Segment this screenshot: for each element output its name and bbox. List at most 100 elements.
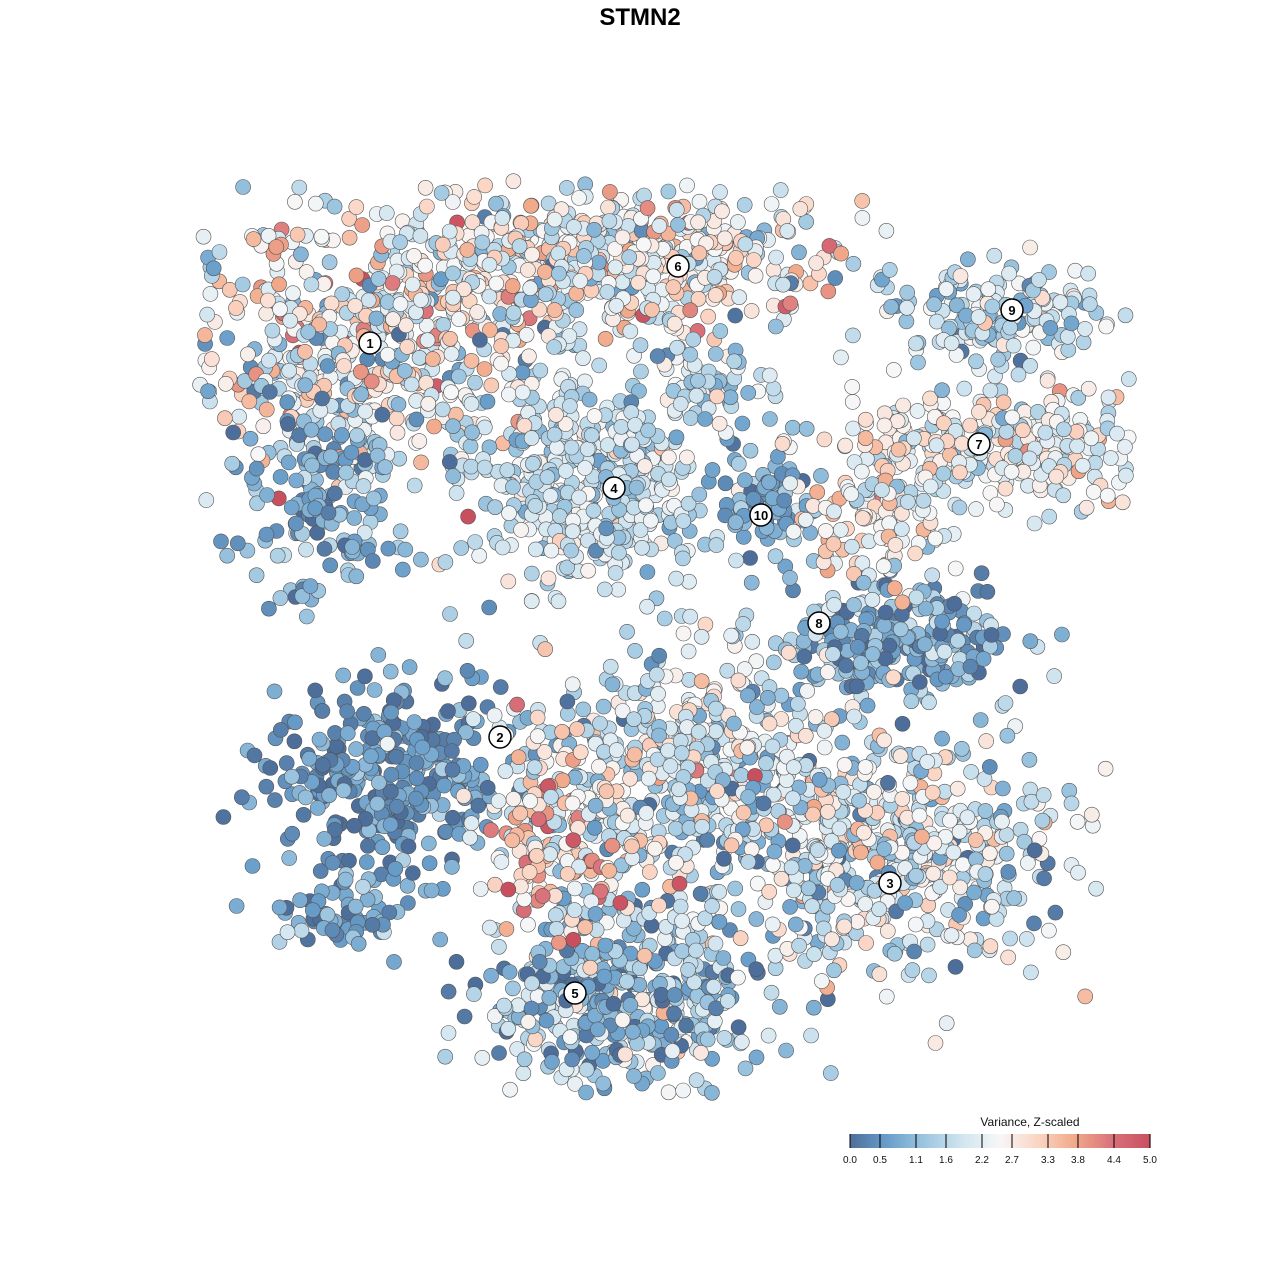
data-point — [408, 411, 425, 428]
data-point — [970, 309, 987, 325]
data-point — [565, 931, 582, 948]
data-point — [363, 748, 379, 765]
data-point — [660, 183, 677, 200]
data-point — [875, 558, 892, 575]
data-point — [917, 600, 934, 617]
colorbar-segment — [1070, 1134, 1074, 1148]
data-point — [663, 1027, 680, 1043]
data-point — [566, 880, 583, 897]
data-point — [445, 265, 461, 282]
colorbar-segment — [1137, 1134, 1141, 1148]
data-point — [358, 854, 375, 870]
data-point — [445, 468, 461, 484]
data-point — [384, 275, 401, 291]
data-point — [426, 418, 442, 435]
data-point — [946, 595, 963, 612]
data-point — [356, 524, 373, 541]
data-point — [691, 193, 708, 210]
data-point — [288, 515, 304, 532]
data-point — [836, 757, 853, 773]
data-point — [1003, 463, 1020, 480]
data-point — [668, 429, 685, 446]
cluster-label-text: 2 — [496, 730, 503, 745]
data-point — [854, 193, 871, 209]
data-point — [592, 883, 609, 900]
data-point — [314, 757, 331, 773]
data-point — [731, 289, 748, 306]
data-point — [682, 608, 699, 625]
colorbar-segment — [1067, 1134, 1071, 1148]
cluster-label-text: 5 — [571, 986, 578, 1001]
data-point — [634, 539, 650, 556]
data-point — [807, 709, 824, 725]
data-point — [581, 391, 598, 408]
data-point — [779, 223, 796, 239]
data-point — [670, 781, 687, 798]
data-point — [374, 406, 391, 423]
colorbar-segment — [1052, 1134, 1056, 1148]
data-point — [602, 658, 619, 675]
data-point — [984, 298, 1001, 315]
data-point — [767, 947, 784, 964]
data-point — [785, 759, 802, 776]
data-point — [364, 553, 381, 569]
data-point — [935, 415, 952, 432]
data-point — [326, 198, 343, 215]
data-point — [883, 298, 899, 315]
data-point — [317, 426, 333, 443]
data-point — [986, 247, 1003, 264]
data-point — [821, 238, 838, 254]
data-point — [649, 751, 666, 768]
data-point — [771, 998, 788, 1015]
data-point — [546, 339, 562, 355]
data-point — [382, 663, 399, 680]
data-point — [486, 1008, 503, 1024]
data-point — [711, 914, 728, 930]
colorbar-segment — [1092, 1134, 1096, 1148]
data-point — [526, 759, 543, 776]
data-point — [297, 377, 314, 394]
colorbar-segment — [1085, 1134, 1089, 1148]
colorbar-tick-label: 3.8 — [1071, 1155, 1085, 1166]
data-point — [708, 700, 724, 717]
data-point — [719, 662, 736, 679]
data-point — [854, 555, 871, 572]
data-point — [371, 774, 387, 791]
data-point — [826, 597, 843, 613]
data-point — [761, 474, 777, 491]
data-point — [634, 881, 651, 898]
data-point — [656, 610, 673, 627]
data-point — [1070, 864, 1086, 881]
data-point — [516, 1051, 533, 1068]
data-point — [522, 793, 539, 809]
data-point — [911, 807, 928, 824]
data-point — [587, 906, 604, 922]
data-point — [829, 877, 846, 893]
data-point — [740, 854, 757, 870]
data-point — [876, 617, 893, 634]
data-point — [568, 302, 585, 318]
data-point — [894, 594, 911, 611]
data-point — [740, 385, 757, 401]
colorbar-segment — [885, 1134, 889, 1148]
data-point — [501, 505, 517, 522]
data-point — [527, 541, 544, 558]
data-point — [886, 580, 903, 597]
data-point — [543, 789, 559, 805]
data-point — [805, 999, 822, 1016]
data-point — [380, 540, 397, 557]
data-point — [295, 806, 312, 823]
data-point — [258, 305, 275, 322]
data-point — [548, 921, 565, 937]
data-point — [423, 882, 440, 899]
data-point — [765, 654, 782, 671]
data-point — [675, 550, 691, 567]
data-point — [617, 1046, 634, 1063]
data-point — [619, 623, 635, 640]
data-point — [716, 850, 732, 867]
data-point — [973, 565, 990, 582]
data-point — [360, 838, 376, 854]
data-point — [523, 593, 540, 610]
data-point — [869, 854, 886, 871]
data-point — [844, 394, 861, 410]
